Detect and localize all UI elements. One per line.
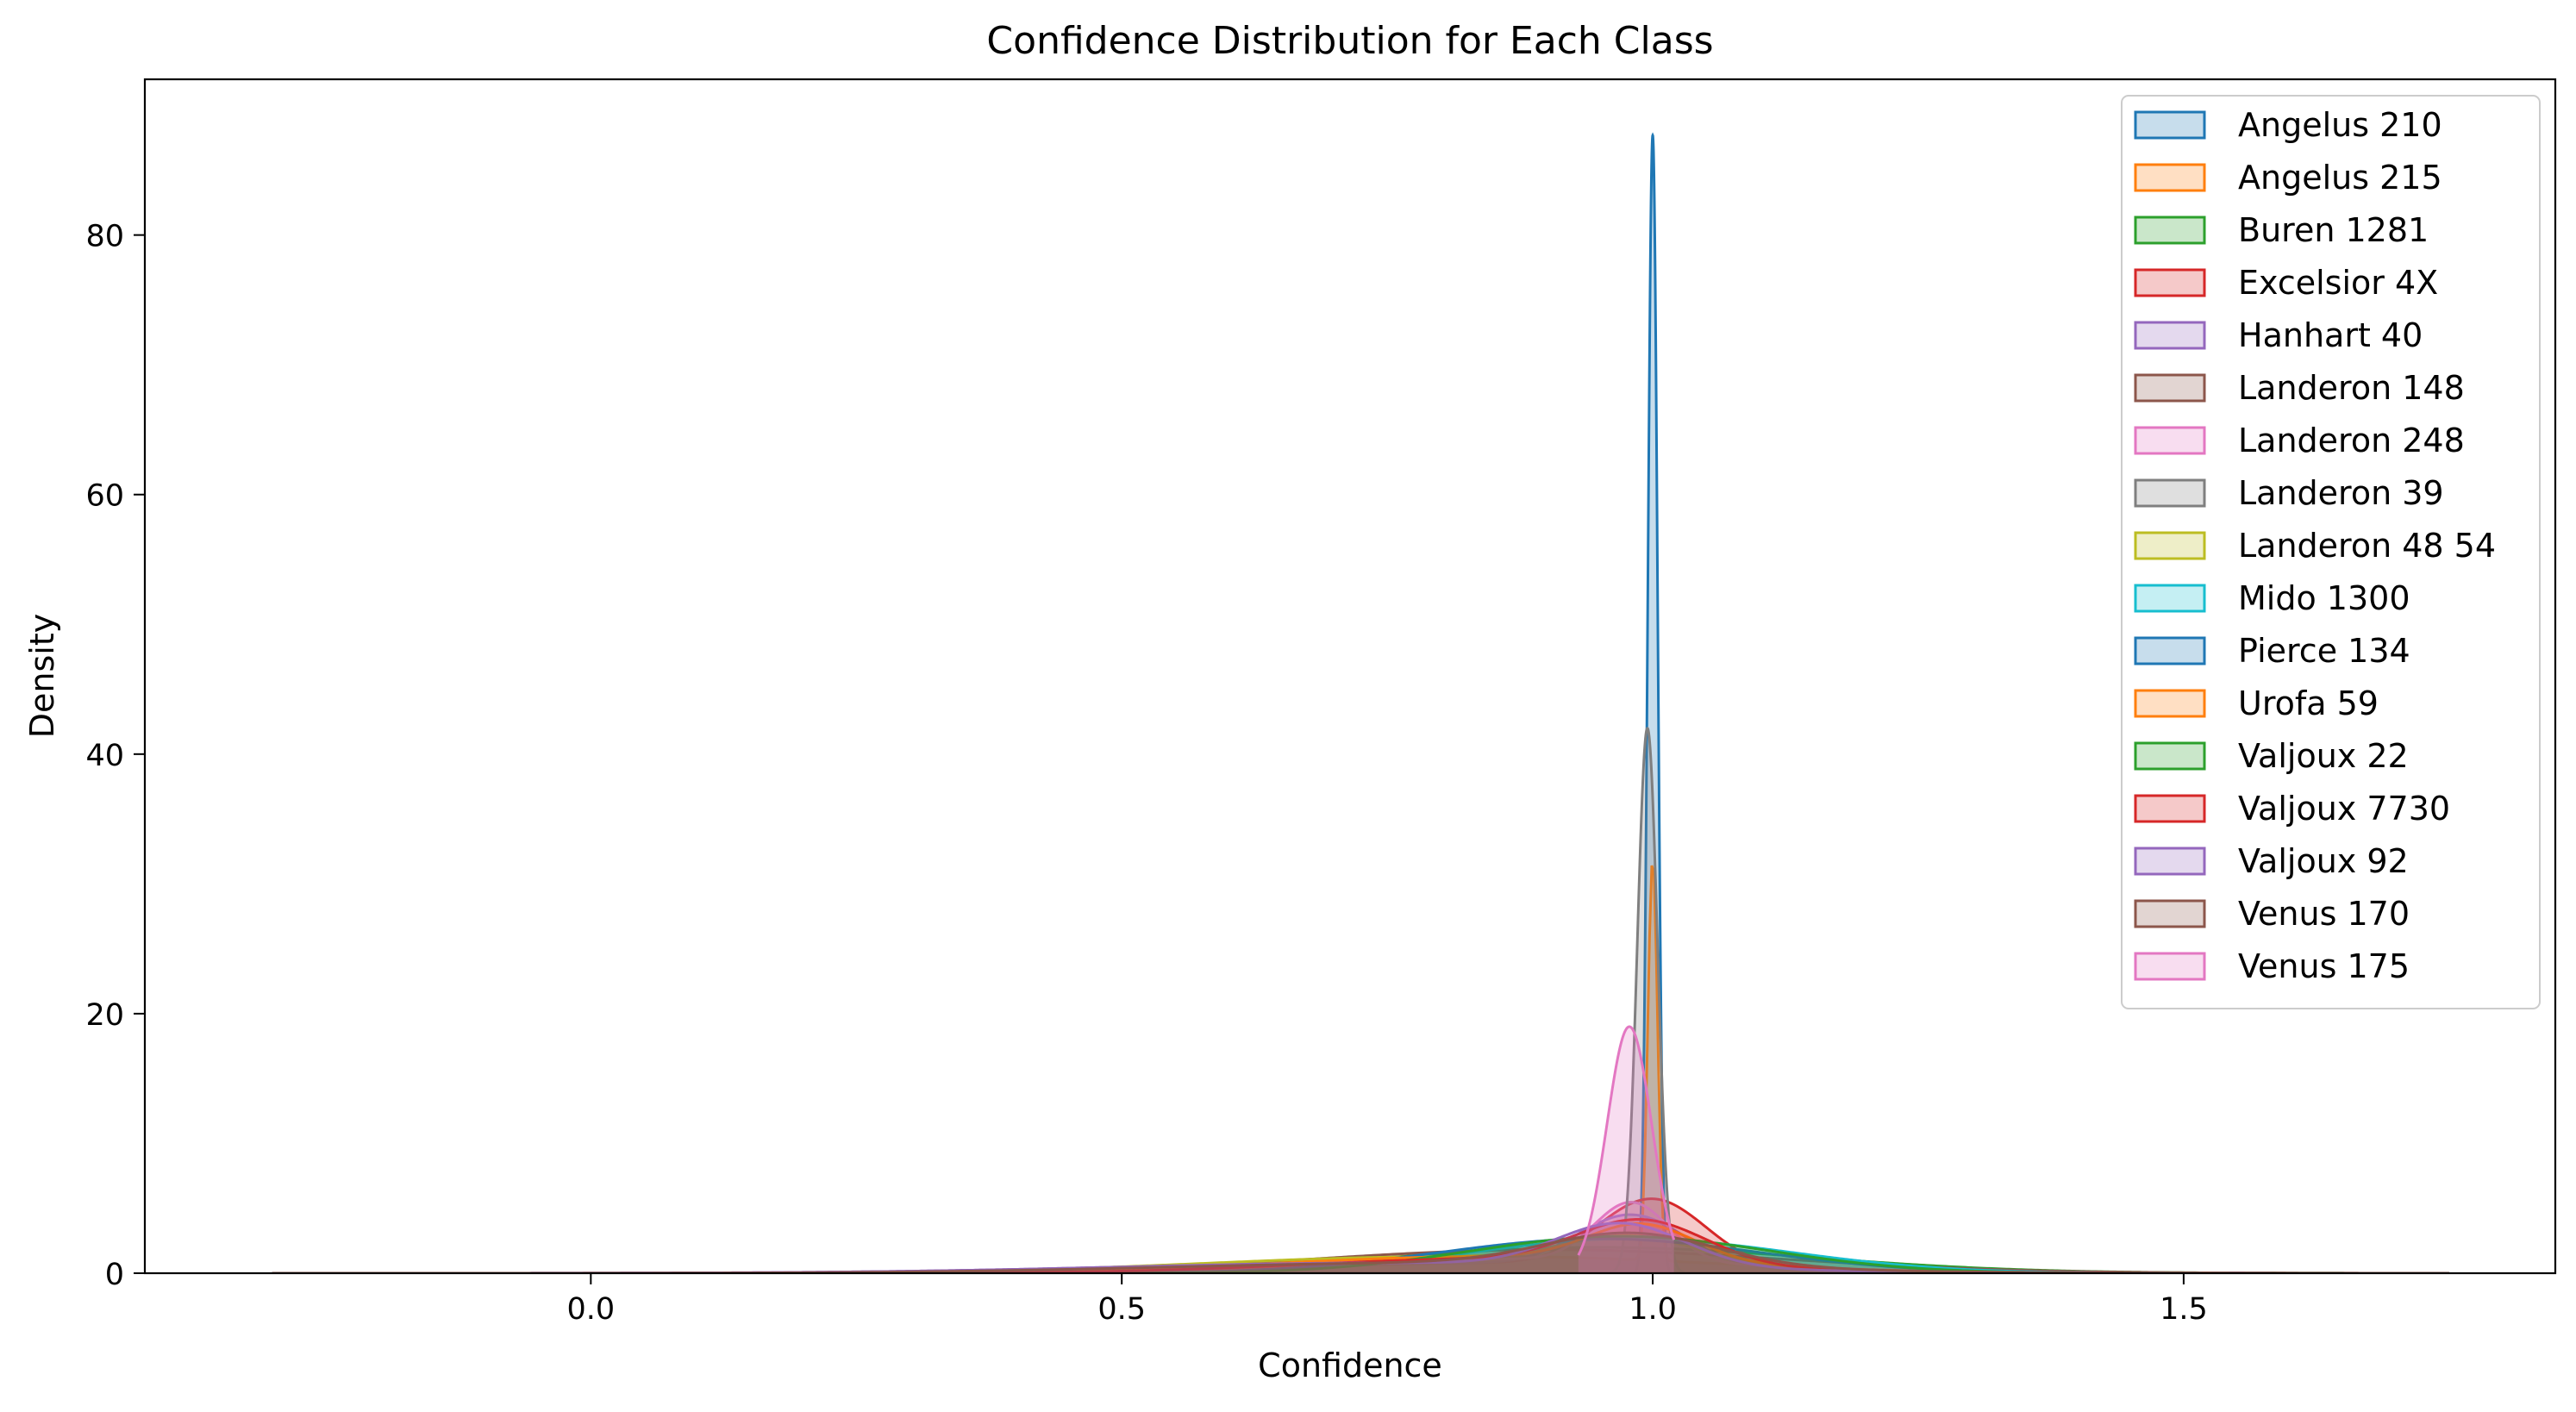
y-tick-label: 60 bbox=[85, 479, 124, 514]
legend-swatch bbox=[2134, 847, 2206, 876]
legend-swatch bbox=[2134, 321, 2206, 350]
legend-swatch bbox=[2134, 163, 2206, 192]
legend-label: Pierce 134 bbox=[2238, 632, 2410, 670]
y-axis-ticks: 0 20 40 60 80 bbox=[85, 220, 145, 1292]
legend-swatch bbox=[2134, 584, 2206, 613]
series-fill-12 bbox=[803, 1236, 2397, 1273]
x-tick-label: 1.5 bbox=[2160, 1292, 2208, 1327]
legend-swatch bbox=[2134, 689, 2206, 718]
legend-swatch bbox=[2134, 952, 2206, 981]
legend-label: Venus 170 bbox=[2238, 895, 2410, 933]
series-fill-15 bbox=[272, 1233, 2449, 1273]
legend-label: Valjoux 7730 bbox=[2238, 790, 2450, 828]
y-tick-label: 0 bbox=[105, 1258, 124, 1292]
series-fill-16 bbox=[1578, 1027, 1674, 1273]
legend-swatch bbox=[2134, 478, 2206, 508]
legend-swatch bbox=[2134, 899, 2206, 928]
legend-swatch bbox=[2134, 110, 2206, 140]
legend-swatch bbox=[2134, 636, 2206, 665]
legend-swatch bbox=[2134, 741, 2206, 771]
legend-label: Landeron 39 bbox=[2238, 474, 2444, 512]
x-axis-ticks: 0.0 0.5 1.0 1.5 bbox=[566, 1273, 2208, 1327]
legend-label: Angelus 210 bbox=[2238, 106, 2442, 144]
series-line-0 bbox=[1610, 132, 1696, 1273]
chart-title: Confidence Distribution for Each Class bbox=[986, 19, 1713, 63]
x-tick-label: 0.5 bbox=[1097, 1292, 1146, 1327]
legend-label: Angelus 215 bbox=[2238, 159, 2442, 197]
legend-swatch bbox=[2134, 531, 2206, 560]
legend-label: Landeron 248 bbox=[2238, 422, 2465, 459]
legend-label: Landeron 148 bbox=[2238, 369, 2465, 407]
series-fill-11 bbox=[803, 1223, 2291, 1273]
legend-swatch bbox=[2134, 216, 2206, 245]
legend-swatch bbox=[2134, 373, 2206, 403]
legend-label: Urofa 59 bbox=[2238, 684, 2379, 722]
legend-label: Excelsior 4X bbox=[2238, 264, 2438, 302]
legend-swatch bbox=[2134, 426, 2206, 455]
legend-box bbox=[2121, 95, 2541, 1009]
legend-label: Valjoux 92 bbox=[2238, 842, 2409, 880]
legend-label: Buren 1281 bbox=[2238, 211, 2429, 249]
x-tick-label: 0.0 bbox=[566, 1292, 615, 1327]
legend-label: Valjoux 22 bbox=[2238, 737, 2409, 775]
y-tick-label: 20 bbox=[85, 998, 124, 1033]
x-tick-label: 1.0 bbox=[1629, 1292, 1677, 1327]
series-line-16 bbox=[1577, 1025, 1676, 1256]
y-tick-label: 40 bbox=[85, 739, 124, 773]
legend-label: Mido 1300 bbox=[2238, 579, 2410, 617]
legend-label: Hanhart 40 bbox=[2238, 316, 2423, 354]
legend-label: Venus 175 bbox=[2238, 947, 2410, 985]
legend: Angelus 210 Angelus 215 Buren 1281 Excelsio… bbox=[2121, 95, 2541, 1009]
series-fill-3 bbox=[803, 1198, 2291, 1273]
y-axis-label: Density bbox=[23, 614, 61, 738]
legend-label: Landeron 48 54 bbox=[2238, 527, 2496, 565]
series-fill-0 bbox=[1610, 135, 1696, 1273]
series-fill-8 bbox=[378, 1235, 2397, 1273]
axes-frame bbox=[143, 78, 2557, 1275]
y-tick-label: 80 bbox=[85, 220, 124, 254]
legend-swatch bbox=[2134, 268, 2206, 297]
series-fill-9 bbox=[909, 1238, 2291, 1273]
x-axis-label: Confidence bbox=[1258, 1346, 1442, 1384]
legend-swatch bbox=[2134, 794, 2206, 823]
